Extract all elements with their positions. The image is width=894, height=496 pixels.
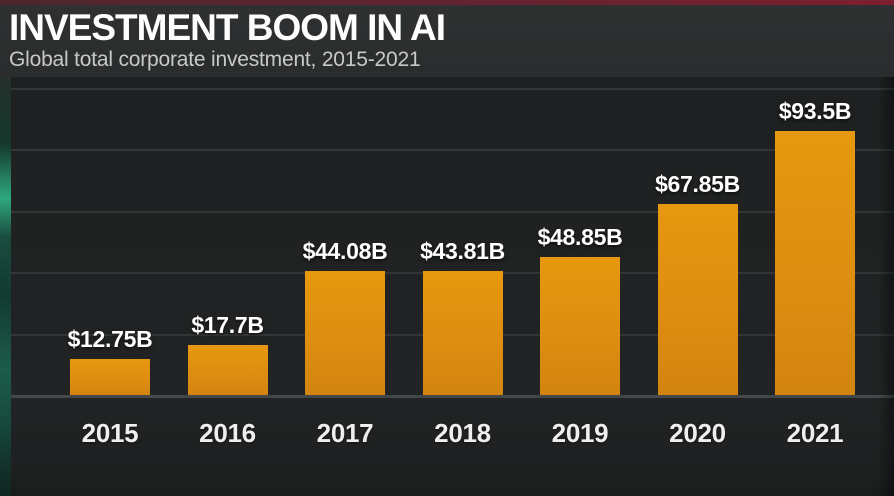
gridline bbox=[10, 149, 894, 151]
x-axis-tick-2015: 2015 bbox=[81, 418, 139, 448]
bar-2019 bbox=[540, 257, 620, 395]
x-axis-baseline bbox=[10, 395, 894, 398]
plot-area: $12.75B 2015 $17.7B 2016 $44.08B 2017 $43.81B 2… bbox=[0, 77, 894, 496]
bar-2018 bbox=[422, 271, 503, 395]
chart-title: INVESTMENT BOOM IN AI bbox=[9, 7, 446, 48]
bar-2016 bbox=[187, 345, 268, 395]
x-axis-tick-2018: 2018 bbox=[434, 418, 491, 448]
x-axis-tick-2021: 2021 bbox=[786, 418, 844, 448]
chart-subtitle: Global total corporate investment, 2015-… bbox=[9, 47, 421, 71]
bar-2021 bbox=[775, 131, 855, 395]
bar-value-label-2019: $48.85B bbox=[537, 224, 623, 250]
right-edge-vignette bbox=[878, 77, 894, 496]
bar-value-label-2016: $17.7B bbox=[191, 312, 264, 338]
bar-value-label-2020: $67.85B bbox=[655, 171, 740, 197]
studio-light-leak-strip bbox=[0, 77, 11, 496]
x-axis-tick-2020: 2020 bbox=[669, 418, 726, 448]
bar-2015 bbox=[70, 359, 150, 395]
bar-value-label-2015: $12.75B bbox=[67, 326, 153, 352]
x-axis-tick-2019: 2019 bbox=[551, 418, 609, 448]
top-red-accent-bar bbox=[0, 0, 894, 5]
bar-2017 bbox=[305, 271, 385, 395]
chart-header: INVESTMENT BOOM IN AI Global total corpo… bbox=[0, 5, 894, 77]
bar-value-label-2018: $43.81B bbox=[420, 238, 505, 264]
gridline bbox=[10, 210, 894, 213]
bar-value-label-2021: $93.5B bbox=[778, 98, 852, 124]
bar-2020 bbox=[657, 204, 738, 395]
x-axis-tick-2017: 2017 bbox=[316, 418, 374, 448]
bar-value-label-2017: $44.08B bbox=[302, 238, 388, 264]
x-axis-tick-2016: 2016 bbox=[199, 418, 256, 448]
gridline bbox=[10, 87, 894, 90]
